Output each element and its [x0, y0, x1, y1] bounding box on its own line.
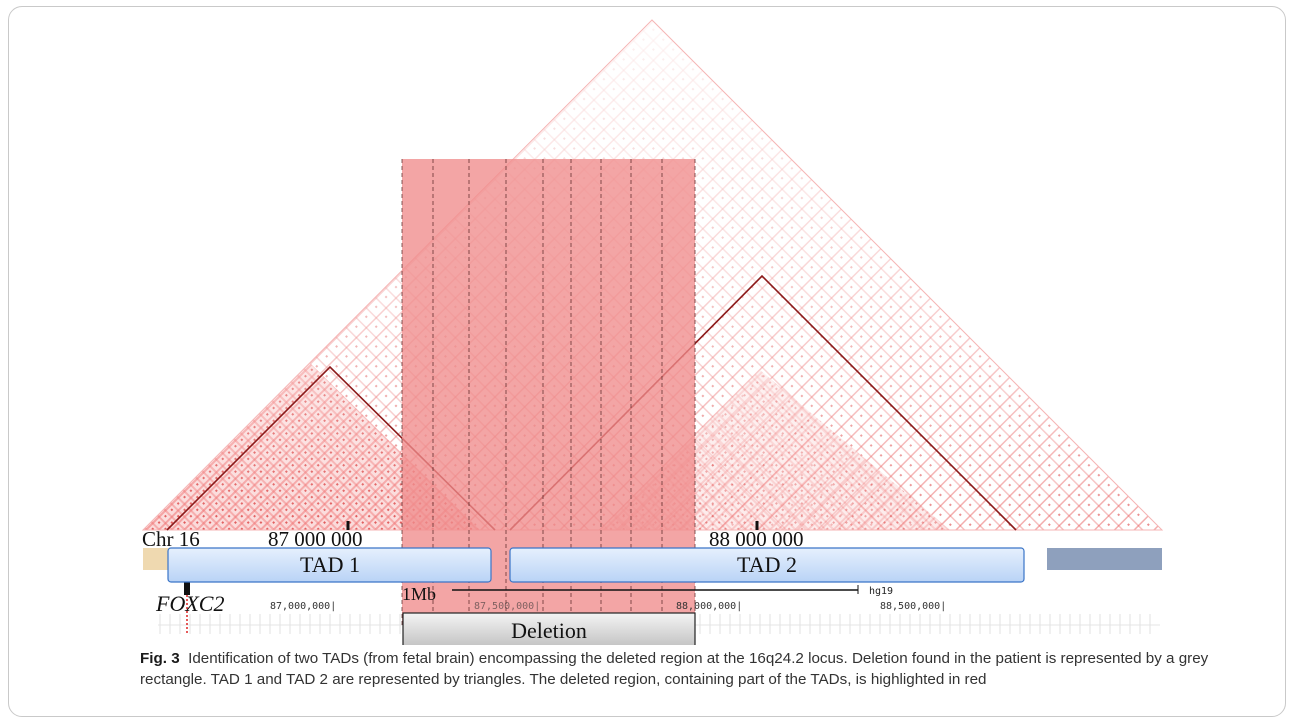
tad1-box: TAD 1 — [167, 547, 492, 583]
coord-label-87m: 87 000 000 — [268, 527, 363, 551]
track-left-block — [143, 548, 169, 570]
scale-bar: 1Mb hg19 — [402, 584, 893, 604]
deletion-label: Deletion — [511, 618, 587, 643]
caption-label: Fig. 3 — [140, 650, 180, 667]
caption-text: Identification of two TADs (from fetal b… — [140, 650, 1209, 688]
assembly-label: hg19 — [869, 586, 893, 597]
foxc2-gene-marker — [184, 581, 190, 595]
tad2-label: TAD 2 — [737, 552, 797, 577]
tad-figure: Chr 16 87 000 000 88 000 000 TAD 1 TAD 2… — [141, 19, 1164, 645]
tad2-box: TAD 2 — [509, 547, 1025, 583]
coord-label-88m: 88 000 000 — [709, 527, 804, 551]
figure-caption: Fig. 3 Identification of two TADs (from … — [140, 648, 1276, 690]
browser-tick-2: 87,500,000| — [474, 601, 540, 612]
deletion-box: Deletion — [402, 612, 696, 645]
browser-tick-3: 88,000,000| — [676, 601, 742, 612]
gene-label: FOXC2 — [155, 591, 224, 616]
browser-tick-1: 87,000,000| — [270, 601, 336, 612]
scale-label: 1Mb — [402, 584, 436, 604]
browser-tick-4: 88,500,000| — [880, 601, 946, 612]
deletion-highlight — [401, 159, 696, 625]
track-right-block — [1047, 548, 1162, 570]
chrom-label: Chr 16 — [142, 527, 200, 551]
tad1-label: TAD 1 — [300, 552, 360, 577]
